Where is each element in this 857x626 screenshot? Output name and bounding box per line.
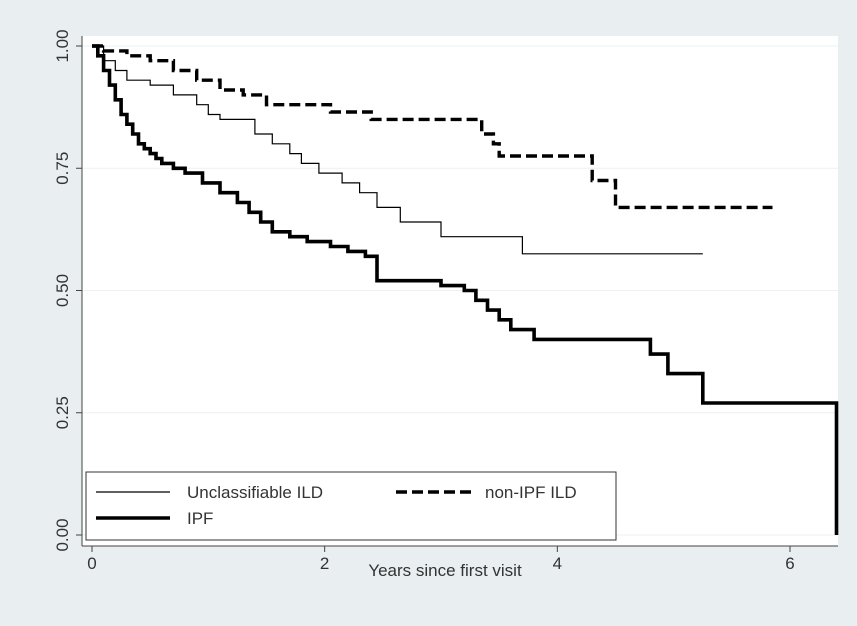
legend-label: Unclassifiable ILD — [187, 483, 323, 502]
series-line-ipf — [92, 44, 839, 535]
legend-label: IPF — [187, 509, 213, 528]
series-line-non-ipf-ild — [92, 44, 773, 210]
y-tick-label: 0.75 — [53, 152, 72, 185]
x-axis-title: Years since first visit — [368, 561, 522, 580]
x-tick-label: 6 — [785, 554, 794, 573]
series — [92, 44, 839, 535]
legend: Unclassifiable ILD non-IPF ILD IPF — [85, 471, 617, 541]
x-tick-label: 4 — [553, 554, 562, 573]
ticks: 0.00 0.25 0.50 0.75 1.00 0 2 4 6 — [53, 29, 795, 573]
y-tick-label: 0.25 — [53, 396, 72, 429]
y-tick-label: 0.00 — [53, 518, 72, 551]
legend-label: non-IPF ILD — [485, 483, 577, 502]
y-tick-label: 1.00 — [53, 29, 72, 62]
legend-box — [85, 471, 617, 541]
x-tick-label: 0 — [87, 554, 96, 573]
series-line-unclassifiable-ild — [92, 45, 703, 255]
y-tick-label: 0.50 — [53, 274, 72, 307]
x-tick-label: 2 — [320, 554, 329, 573]
